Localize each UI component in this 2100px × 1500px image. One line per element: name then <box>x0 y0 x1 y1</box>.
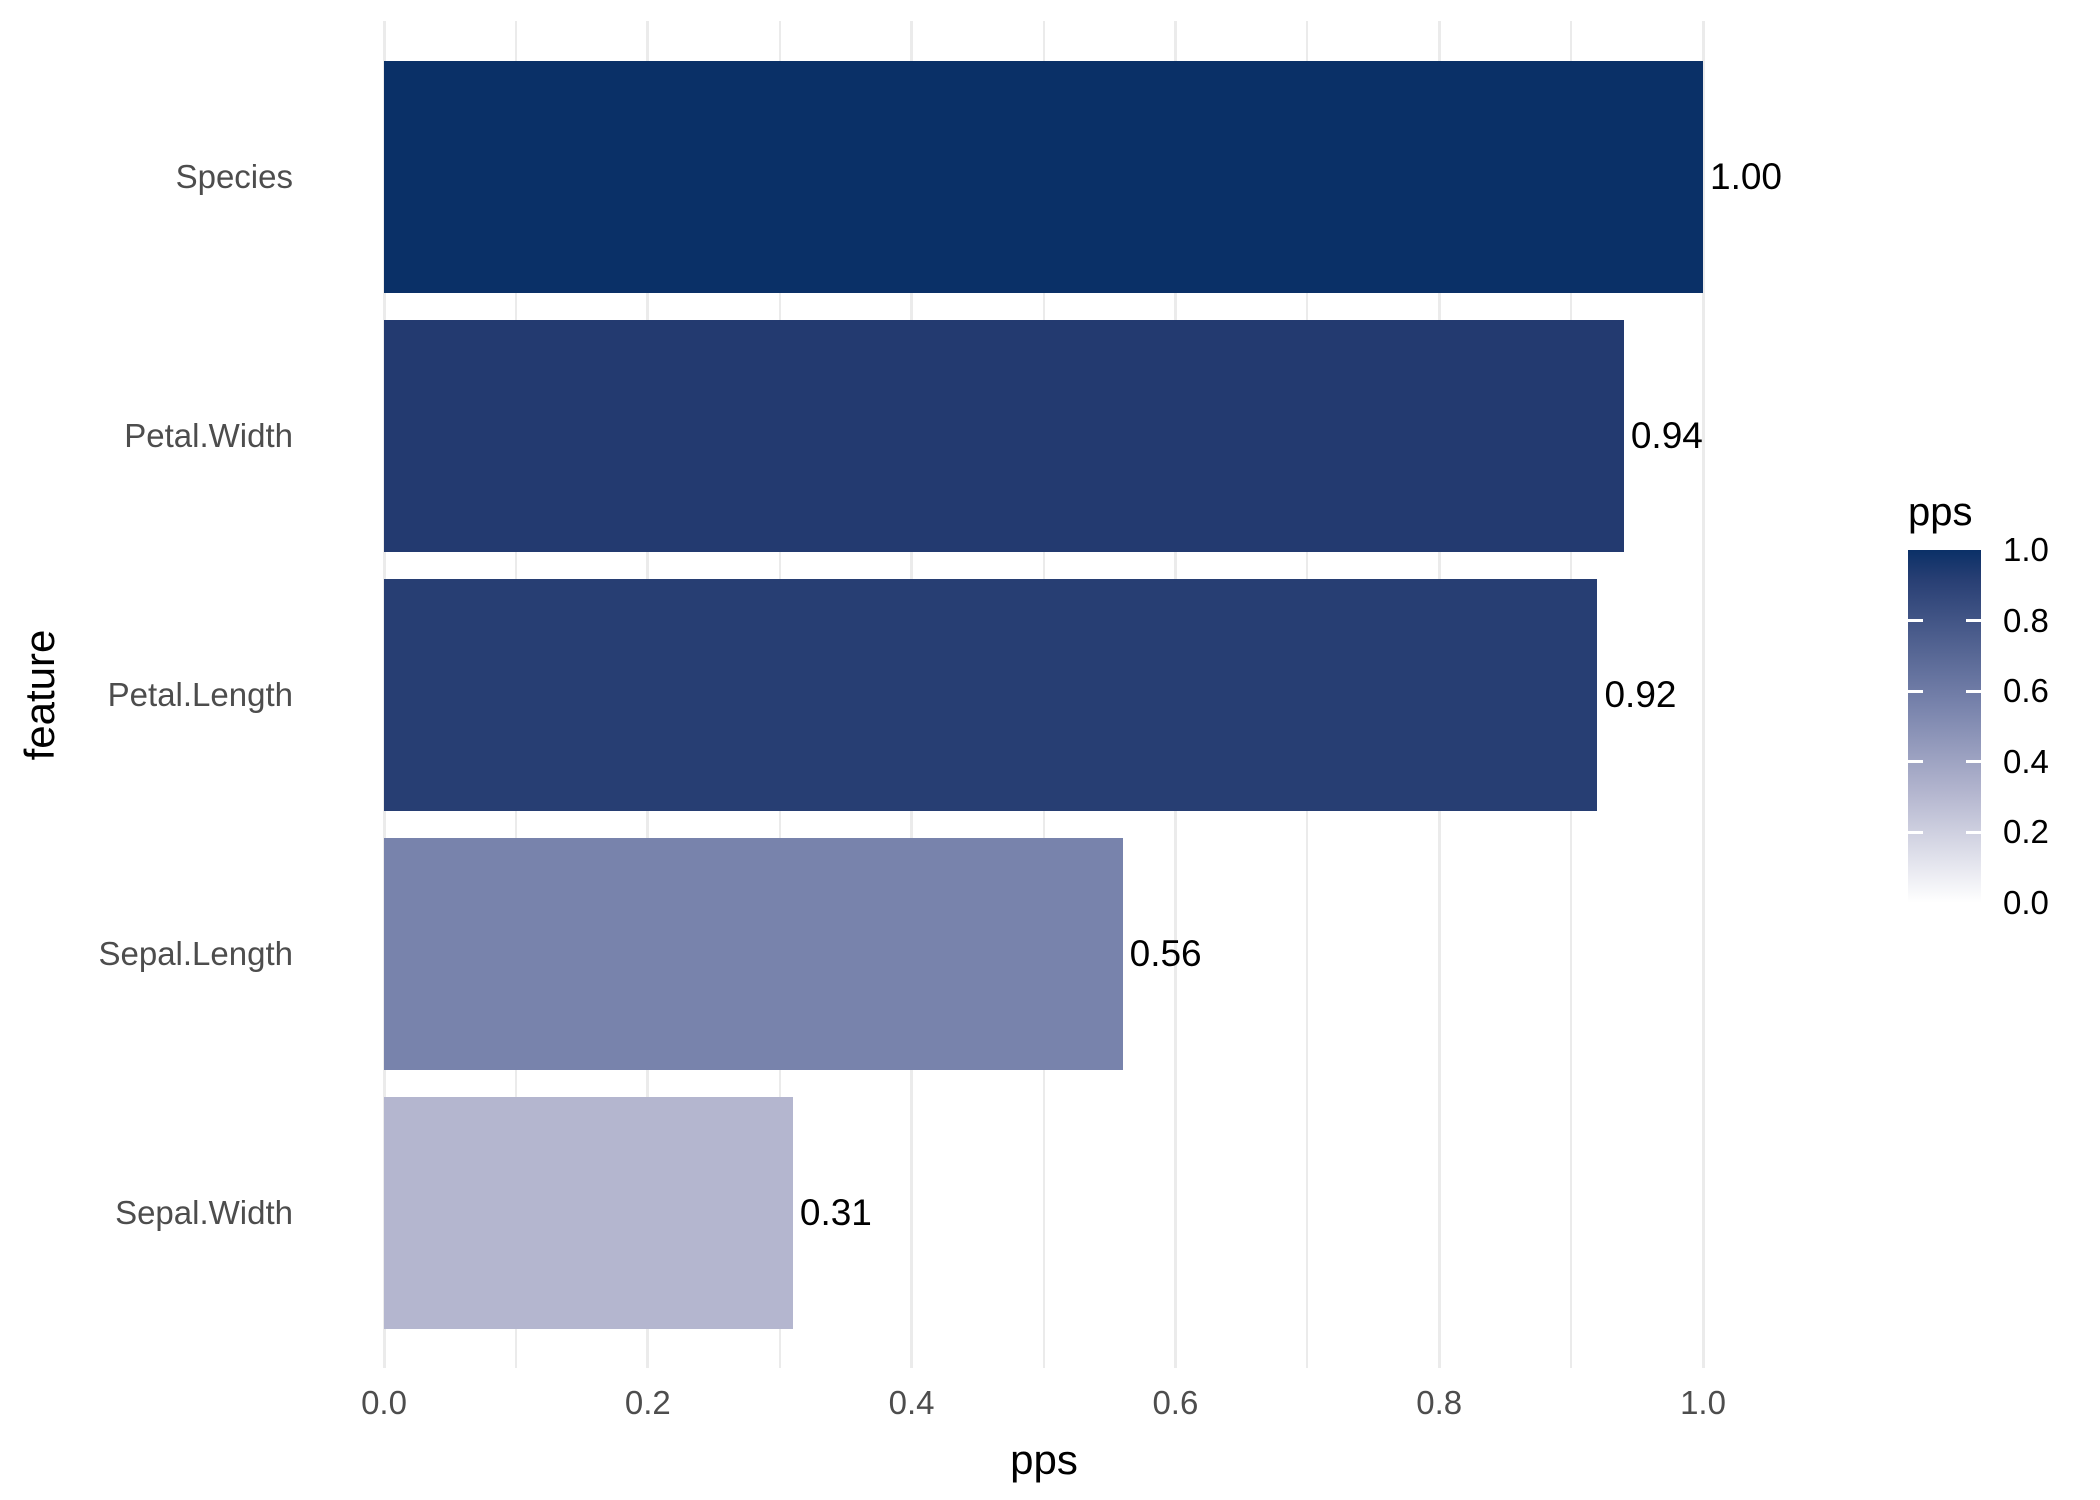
x-axis-title: pps <box>1010 1436 1078 1483</box>
y-tick-label-species: Species <box>175 158 293 195</box>
major-gridline <box>1701 21 1705 1368</box>
bar-petal-length <box>384 579 1598 811</box>
y-tick-label-sepal-length: Sepal.Length <box>98 935 293 972</box>
x-tick-label: 0.2 <box>624 1384 671 1421</box>
legend-dash-tick <box>1966 760 1981 764</box>
legend-colorbar <box>1908 550 1981 903</box>
y-tick-label-petal-length: Petal.Length <box>107 676 293 713</box>
legend-tick-label: 0.2 <box>2003 813 2049 851</box>
legend-dash-tick <box>1908 830 1923 834</box>
legend-tick-label: 0.6 <box>2003 672 2049 710</box>
legend-title: pps <box>1908 490 1973 534</box>
bar-sepal-width <box>384 1097 793 1329</box>
x-tick-label: 1.0 <box>1680 1384 1726 1421</box>
x-tick-label: 0.0 <box>361 1384 407 1421</box>
bar-value-label: 0.92 <box>1604 674 1677 715</box>
y-axis-title: feature <box>16 629 63 760</box>
legend-tick-label: 0.8 <box>2003 601 2049 639</box>
legend-tick-label: 0.0 <box>2003 884 2049 921</box>
bar-sepal-length <box>384 838 1123 1070</box>
y-tick-label-sepal-width: Sepal.Width <box>115 1194 293 1231</box>
y-tick-label-petal-width: Petal.Width <box>124 417 293 454</box>
bar-value-label: 0.31 <box>799 1192 872 1233</box>
legend-dash-tick <box>1908 760 1923 764</box>
legend-tick-label: 1.0 <box>2003 531 2049 568</box>
legend-dash-tick <box>1966 619 1981 623</box>
x-tick-label: 0.8 <box>1416 1384 1463 1421</box>
legend-dash-tick <box>1908 619 1923 623</box>
bar-value-label: 0.56 <box>1129 933 1202 974</box>
bar-petal-width <box>384 320 1624 552</box>
bar-species <box>384 61 1703 293</box>
plot-panel: 1.00 0.94 0.92 0.56 0.31 <box>382 21 1782 1368</box>
bar-value-label: 0.94 <box>1630 415 1703 456</box>
legend-dash-tick <box>1966 830 1981 834</box>
bar-value-label: 1.00 <box>1710 156 1783 197</box>
legend-dash-tick <box>1966 689 1981 693</box>
legend-dash-tick <box>1908 689 1923 693</box>
legend-tick-label: 0.4 <box>2003 742 2049 780</box>
x-tick-label: 0.6 <box>1152 1384 1199 1421</box>
x-tick-label: 0.4 <box>888 1384 935 1421</box>
